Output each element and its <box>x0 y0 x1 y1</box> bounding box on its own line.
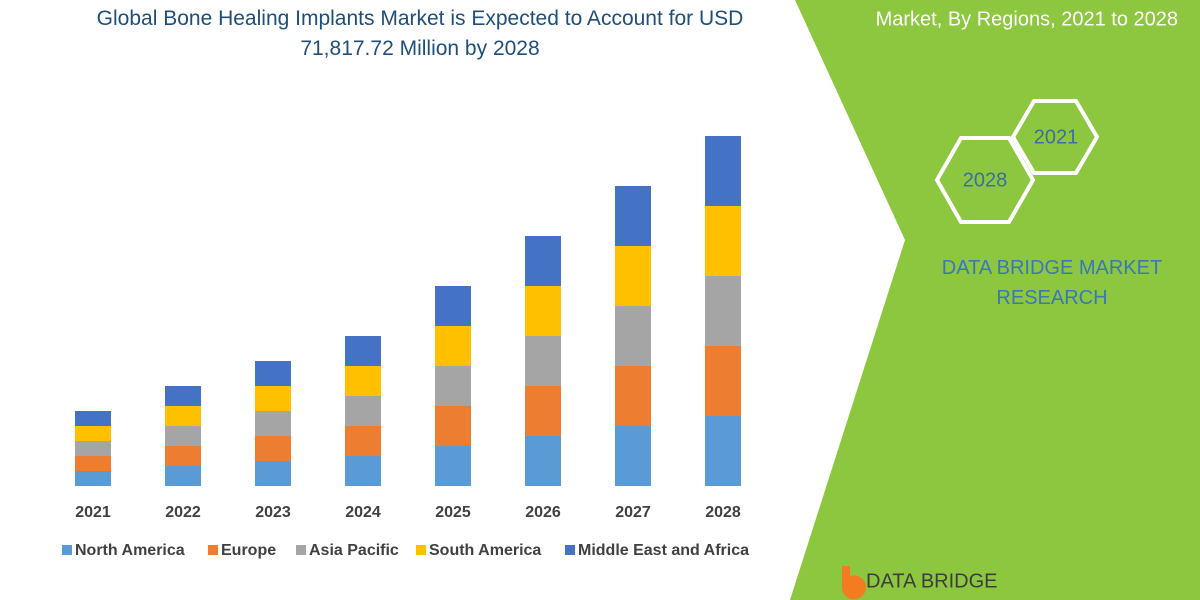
x-tick-label: 2027 <box>615 504 651 521</box>
x-tick-label: 2023 <box>255 504 291 521</box>
bar-segment <box>75 471 111 486</box>
legend-label: Asia Pacific <box>309 542 399 559</box>
bar-segment <box>345 366 381 396</box>
bar-segment <box>615 426 651 486</box>
bar-segment <box>435 406 471 446</box>
bar-segment <box>435 446 471 486</box>
bar-segment <box>75 426 111 441</box>
bar-segment <box>345 456 381 486</box>
x-tick-label: 2025 <box>435 504 471 521</box>
bar-segment <box>525 286 561 336</box>
bar-segment <box>75 456 111 471</box>
green-panel <box>790 0 1200 600</box>
bar-segment <box>615 366 651 426</box>
x-tick-label: 2022 <box>165 504 201 521</box>
bar-segment <box>525 236 561 286</box>
plot: 2021 2022 2023 2024 2025 2026 2027 2028 North Am… <box>62 136 749 559</box>
x-tick-label: 2028 <box>705 504 741 521</box>
brand-text: DATA BRIDGE MARKET RESEARCH <box>941 257 1163 309</box>
legend-swatch <box>208 545 218 555</box>
logo-text: DATA BRIDGE <box>866 570 998 592</box>
bar-segment <box>255 411 291 436</box>
bar-segment <box>615 246 651 306</box>
legend-label: Middle East and Africa <box>578 542 749 559</box>
legend-swatch <box>296 545 306 555</box>
chart-title: Global Bone Healing Implants Market is E… <box>96 7 744 60</box>
bar-segment <box>705 276 741 346</box>
bar-segment <box>615 306 651 366</box>
legend-swatch <box>416 545 426 555</box>
legend-label: Europe <box>221 542 276 559</box>
bar-segment <box>435 366 471 406</box>
bar-segment <box>615 186 651 246</box>
bar-segment <box>165 386 201 406</box>
bar-segment <box>345 396 381 426</box>
bar-segment <box>345 426 381 456</box>
bar-segment <box>435 326 471 366</box>
bar-segment <box>345 336 381 366</box>
legend-label: South America <box>429 542 541 559</box>
bar-segment <box>525 436 561 486</box>
bar-segment <box>75 441 111 456</box>
hexagon-label: 2021 <box>1034 126 1079 148</box>
bar-segment <box>705 416 741 486</box>
bar-segment <box>165 446 201 466</box>
bar-segment <box>75 411 111 426</box>
hexagon <box>1010 99 1100 175</box>
bar-segment <box>255 361 291 386</box>
hexagon-label: 2028 <box>963 169 1008 191</box>
bar-segment <box>255 386 291 411</box>
bar-segment <box>165 466 201 486</box>
logo-icon <box>841 566 866 600</box>
legend-label: North America <box>75 542 185 559</box>
bar-segment <box>705 136 741 206</box>
bar-segment <box>255 436 291 461</box>
x-tick-label: 2024 <box>345 504 381 521</box>
bar-segment <box>435 286 471 326</box>
bar-segment <box>255 461 291 486</box>
legend-swatch <box>62 545 72 555</box>
bar-segment <box>525 386 561 436</box>
legend-swatch <box>565 545 575 555</box>
panel-heading: Market, By Regions, 2021 to 2028 <box>876 8 1178 30</box>
hexagon <box>934 136 1036 224</box>
x-tick-label: 2021 <box>75 504 111 521</box>
bar-segment <box>525 336 561 386</box>
x-tick-label: 2026 <box>525 504 561 521</box>
bar-segment <box>165 426 201 446</box>
bar-segment <box>705 346 741 416</box>
bar-segment <box>165 406 201 426</box>
bar-segment <box>705 206 741 276</box>
